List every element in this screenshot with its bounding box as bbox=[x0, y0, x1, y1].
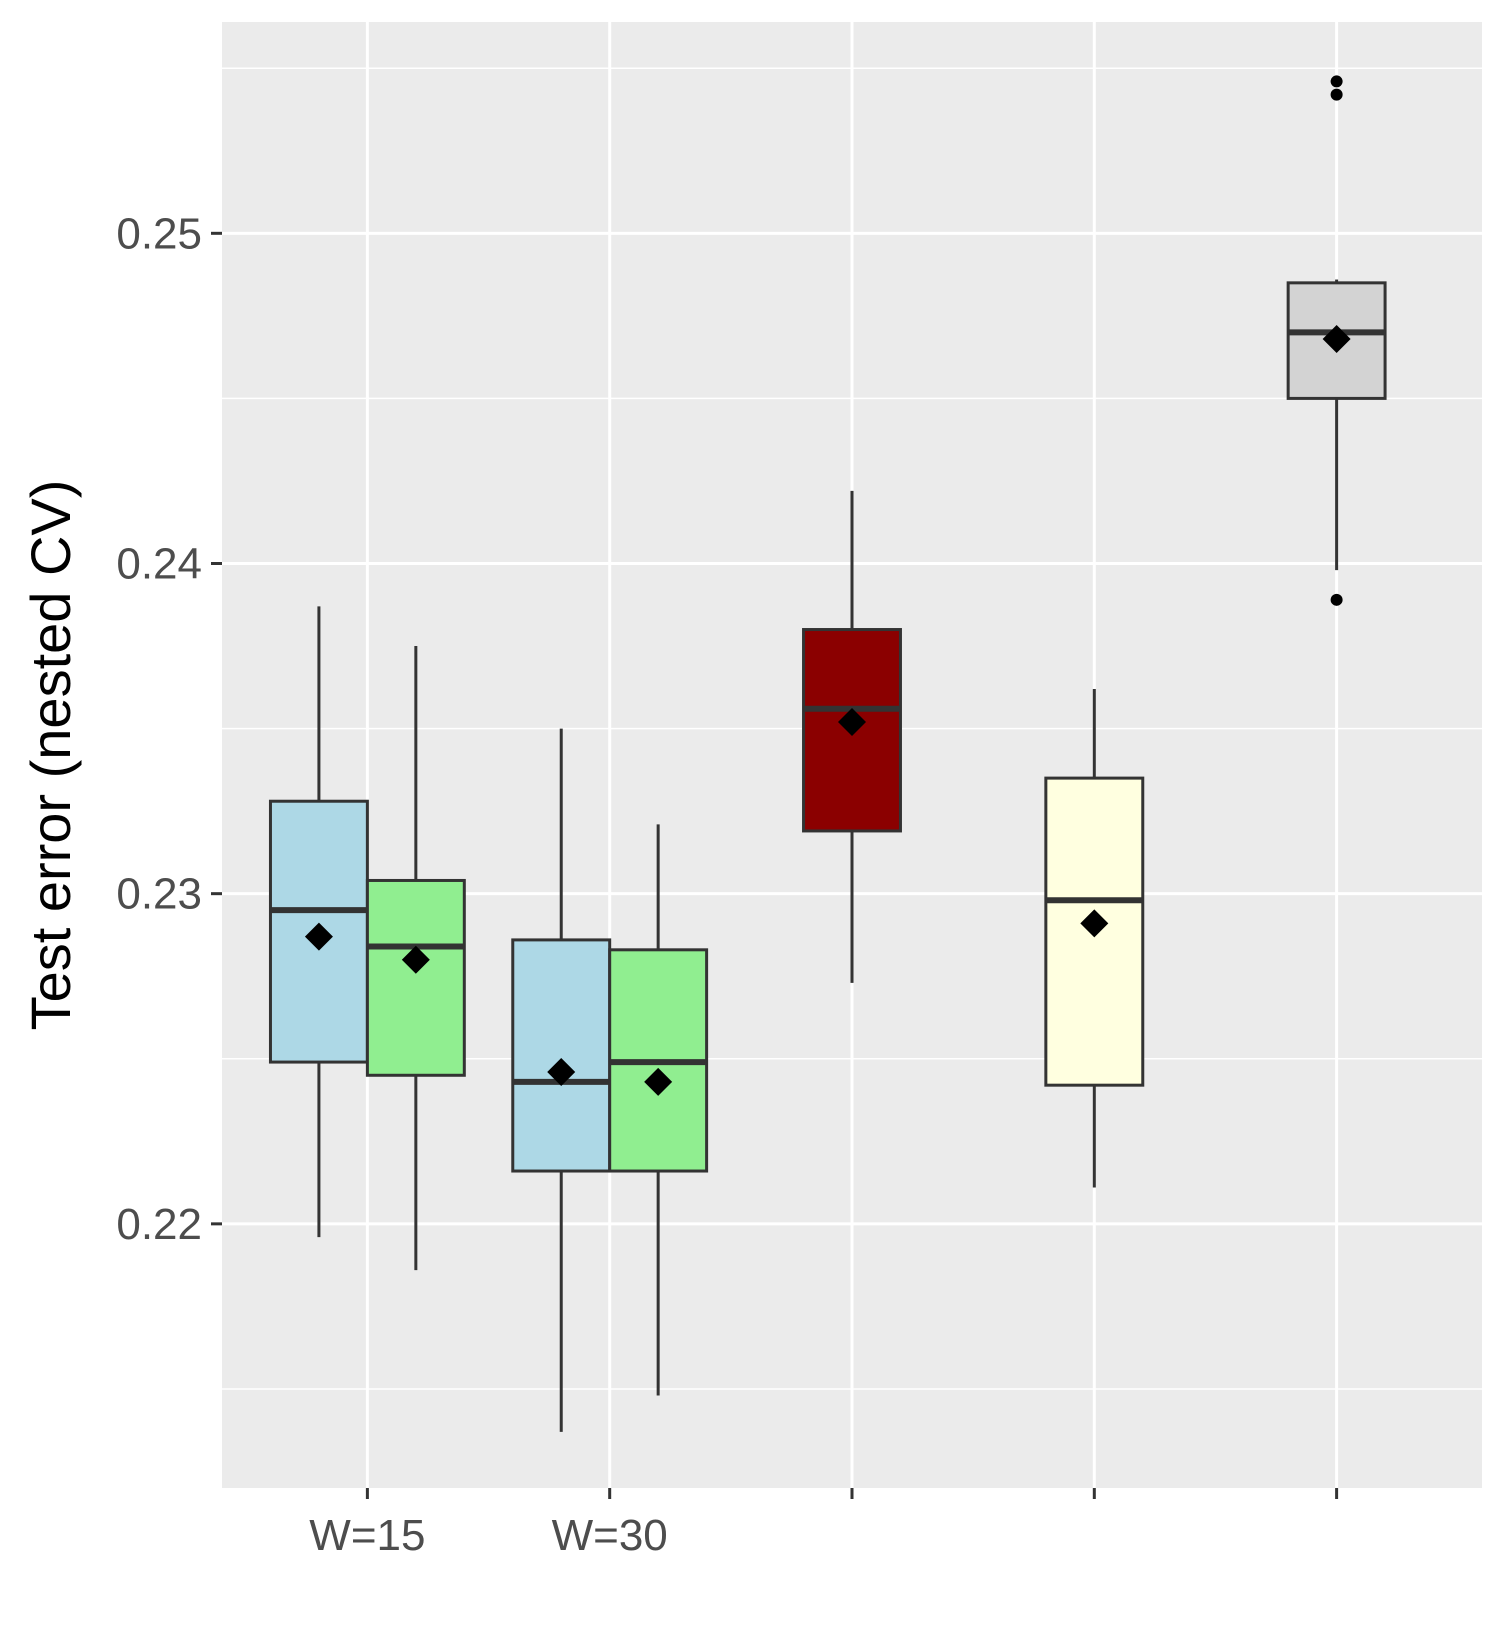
boxes bbox=[268, 75, 1387, 1432]
outlier-point bbox=[1330, 75, 1343, 88]
box-group-6 bbox=[1044, 688, 1145, 1188]
box-iqr bbox=[365, 878, 466, 1077]
y-axis: 0.22 0.23 0.24 0.25 bbox=[116, 209, 222, 1249]
box-group-1 bbox=[268, 606, 369, 1238]
y-tick-label: 0.22 bbox=[116, 1200, 202, 1249]
box-group-3 bbox=[511, 728, 612, 1432]
y-tick-label: 0.25 bbox=[116, 209, 202, 258]
mean-diamond bbox=[304, 922, 333, 951]
x-axis: W=15 W=30 bbox=[309, 1488, 1339, 1560]
box-iqr bbox=[511, 938, 612, 1173]
y-tick-label: 0.24 bbox=[116, 539, 202, 588]
mean-diamond bbox=[644, 1067, 673, 1096]
outlier-point bbox=[1330, 88, 1343, 101]
y-axis-title: Test error (nested CV) bbox=[19, 480, 82, 1031]
x-tick-label: W=30 bbox=[552, 1511, 668, 1560]
x-tick-label: W=15 bbox=[309, 1511, 425, 1560]
y-tick-label: 0.23 bbox=[116, 870, 202, 919]
outlier-point bbox=[1330, 593, 1343, 606]
mean-diamond bbox=[1322, 324, 1351, 353]
box-group-5 bbox=[802, 490, 902, 983]
mean-diamond bbox=[547, 1057, 576, 1086]
box-group-4 bbox=[608, 824, 709, 1396]
box-group-7 bbox=[1286, 75, 1387, 606]
mean-diamond bbox=[1080, 909, 1109, 938]
mean-diamond bbox=[401, 945, 430, 974]
mean-diamond bbox=[838, 707, 866, 736]
box-group-2 bbox=[365, 646, 466, 1271]
major-gridlines bbox=[222, 22, 1482, 1488]
